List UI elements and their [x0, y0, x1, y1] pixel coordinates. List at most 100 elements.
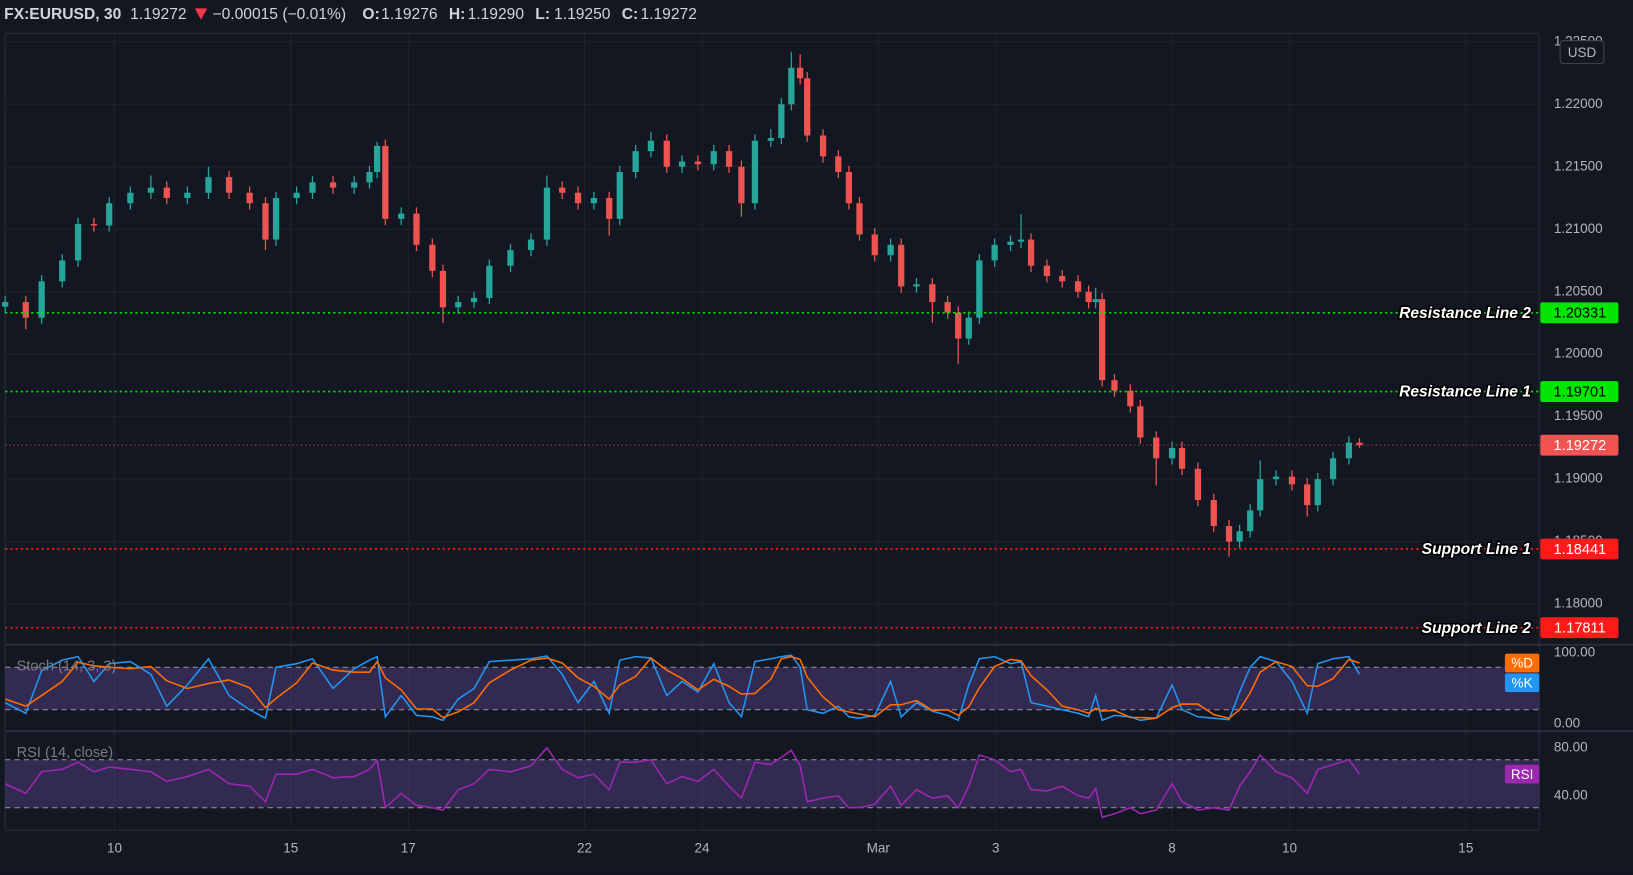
price-line-name: Resistance Line 1	[1399, 384, 1531, 401]
y-tick-label: 1.20500	[1554, 283, 1603, 298]
candle-body	[725, 151, 733, 167]
x-tick-label: Mar	[867, 840, 891, 855]
y-tick-label: 40.00	[1554, 787, 1588, 802]
legend-label: %D	[1511, 656, 1533, 671]
ohlc-key: O:	[362, 6, 379, 23]
band-fill	[5, 759, 1540, 808]
candle-body	[1074, 281, 1082, 292]
price-label: 1.19272	[1554, 438, 1607, 454]
candle-body	[1085, 291, 1092, 303]
candle-body	[976, 260, 983, 318]
x-tick-label: 15	[1458, 840, 1473, 855]
candle-body	[856, 203, 863, 235]
candle-body	[819, 135, 827, 157]
price-label-box	[1540, 434, 1619, 456]
candle-body	[606, 197, 613, 219]
ohlc-key: H:	[449, 6, 465, 23]
price-label: 1.18441	[1554, 542, 1607, 558]
candle-body	[804, 78, 811, 136]
candle-body	[751, 140, 759, 204]
ohlc-key: C:	[622, 6, 638, 23]
candle-body	[738, 166, 745, 204]
candle-body	[59, 260, 66, 282]
indicator-line	[4, 655, 1360, 720]
candle-body	[366, 171, 373, 183]
candle-body	[455, 302, 462, 308]
candle-body	[1043, 265, 1051, 277]
candle-body	[1127, 390, 1134, 407]
last-price: 1.19272	[130, 6, 186, 23]
change: −0.00015 (−0.01%)	[212, 6, 346, 23]
candle-body	[1099, 299, 1106, 381]
candle-body	[486, 265, 493, 298]
candle-body	[413, 213, 420, 245]
x-tick-label: 10	[107, 840, 122, 855]
ohlc-value: 1.19276	[381, 6, 437, 23]
candle-body	[929, 284, 936, 303]
candle-body	[778, 104, 785, 139]
candle-body	[38, 281, 45, 318]
candle-body	[272, 197, 280, 240]
x-tick-label: 22	[577, 840, 592, 855]
y-tick-label: 1.21500	[1554, 158, 1603, 173]
candle-body	[1272, 476, 1280, 480]
candle-body	[767, 138, 774, 141]
candle-body	[470, 297, 478, 303]
candle-body	[1225, 525, 1233, 542]
candle-body	[90, 223, 98, 226]
candle-body	[127, 192, 134, 204]
candle-body	[1059, 276, 1066, 282]
candle-body	[1017, 239, 1025, 242]
price-label: 1.19701	[1554, 384, 1607, 400]
candle-body	[1153, 437, 1160, 459]
candle-body	[1168, 447, 1176, 459]
candle-body	[246, 192, 253, 204]
candle-body	[1314, 479, 1321, 506]
price-label: 1.17811	[1554, 621, 1606, 637]
candle-body	[788, 67, 795, 105]
candle-body	[1210, 500, 1217, 526]
x-tick-label: 24	[695, 840, 711, 855]
candle-body	[262, 203, 269, 240]
x-tick-label: 3	[992, 840, 1000, 855]
candle-body	[22, 302, 29, 318]
candle-body	[678, 161, 686, 167]
candle-body	[351, 182, 358, 188]
legend-box	[1504, 764, 1540, 784]
candle-body	[574, 192, 582, 204]
candle-body	[205, 177, 212, 193]
price-line-name: Support Line 2	[1422, 620, 1532, 637]
y-tick-label: 0.00	[1554, 715, 1580, 730]
candle-body	[559, 187, 566, 193]
label-layer: 10 15 17 22 24 Mar 3 8 10 15 1.20331 Resistance Lin…	[5, 40, 1619, 855]
candle-body	[329, 182, 337, 188]
currency-label: USD	[1568, 45, 1597, 60]
candle-body	[2, 302, 9, 307]
header: FX:EURUSD, 30 1.19272 −0.00015 (−0.01%)	[4, 6, 346, 23]
candle-body	[429, 244, 436, 271]
y-tick-label: 1.19000	[1554, 471, 1603, 486]
candle-body	[1257, 479, 1264, 511]
price-label-box	[1540, 538, 1619, 560]
candle-body	[225, 177, 233, 193]
candle-body	[965, 317, 972, 339]
ohlc-value: 1.19250	[554, 6, 611, 23]
y-tick-label: 1.20000	[1554, 346, 1603, 361]
candle-body	[507, 250, 514, 266]
candle-body	[632, 151, 639, 172]
candle-body	[710, 151, 717, 165]
candle-body	[797, 67, 804, 79]
candle-body	[871, 234, 878, 256]
candle-body	[955, 312, 962, 339]
candle-body	[913, 284, 920, 287]
candle-body	[398, 213, 405, 219]
plot-frame	[4, 32, 1540, 831]
candle-body	[1111, 380, 1118, 391]
candle-body	[382, 145, 389, 219]
candle-body	[845, 171, 853, 204]
candle-body	[373, 145, 381, 172]
grid-layer: 1.180001.185001.190001.195001.200001.205…	[5, 33, 1633, 831]
price-line-name: Support Line 1	[1422, 541, 1531, 558]
candle-body	[74, 223, 82, 261]
candle-body	[1304, 484, 1311, 506]
